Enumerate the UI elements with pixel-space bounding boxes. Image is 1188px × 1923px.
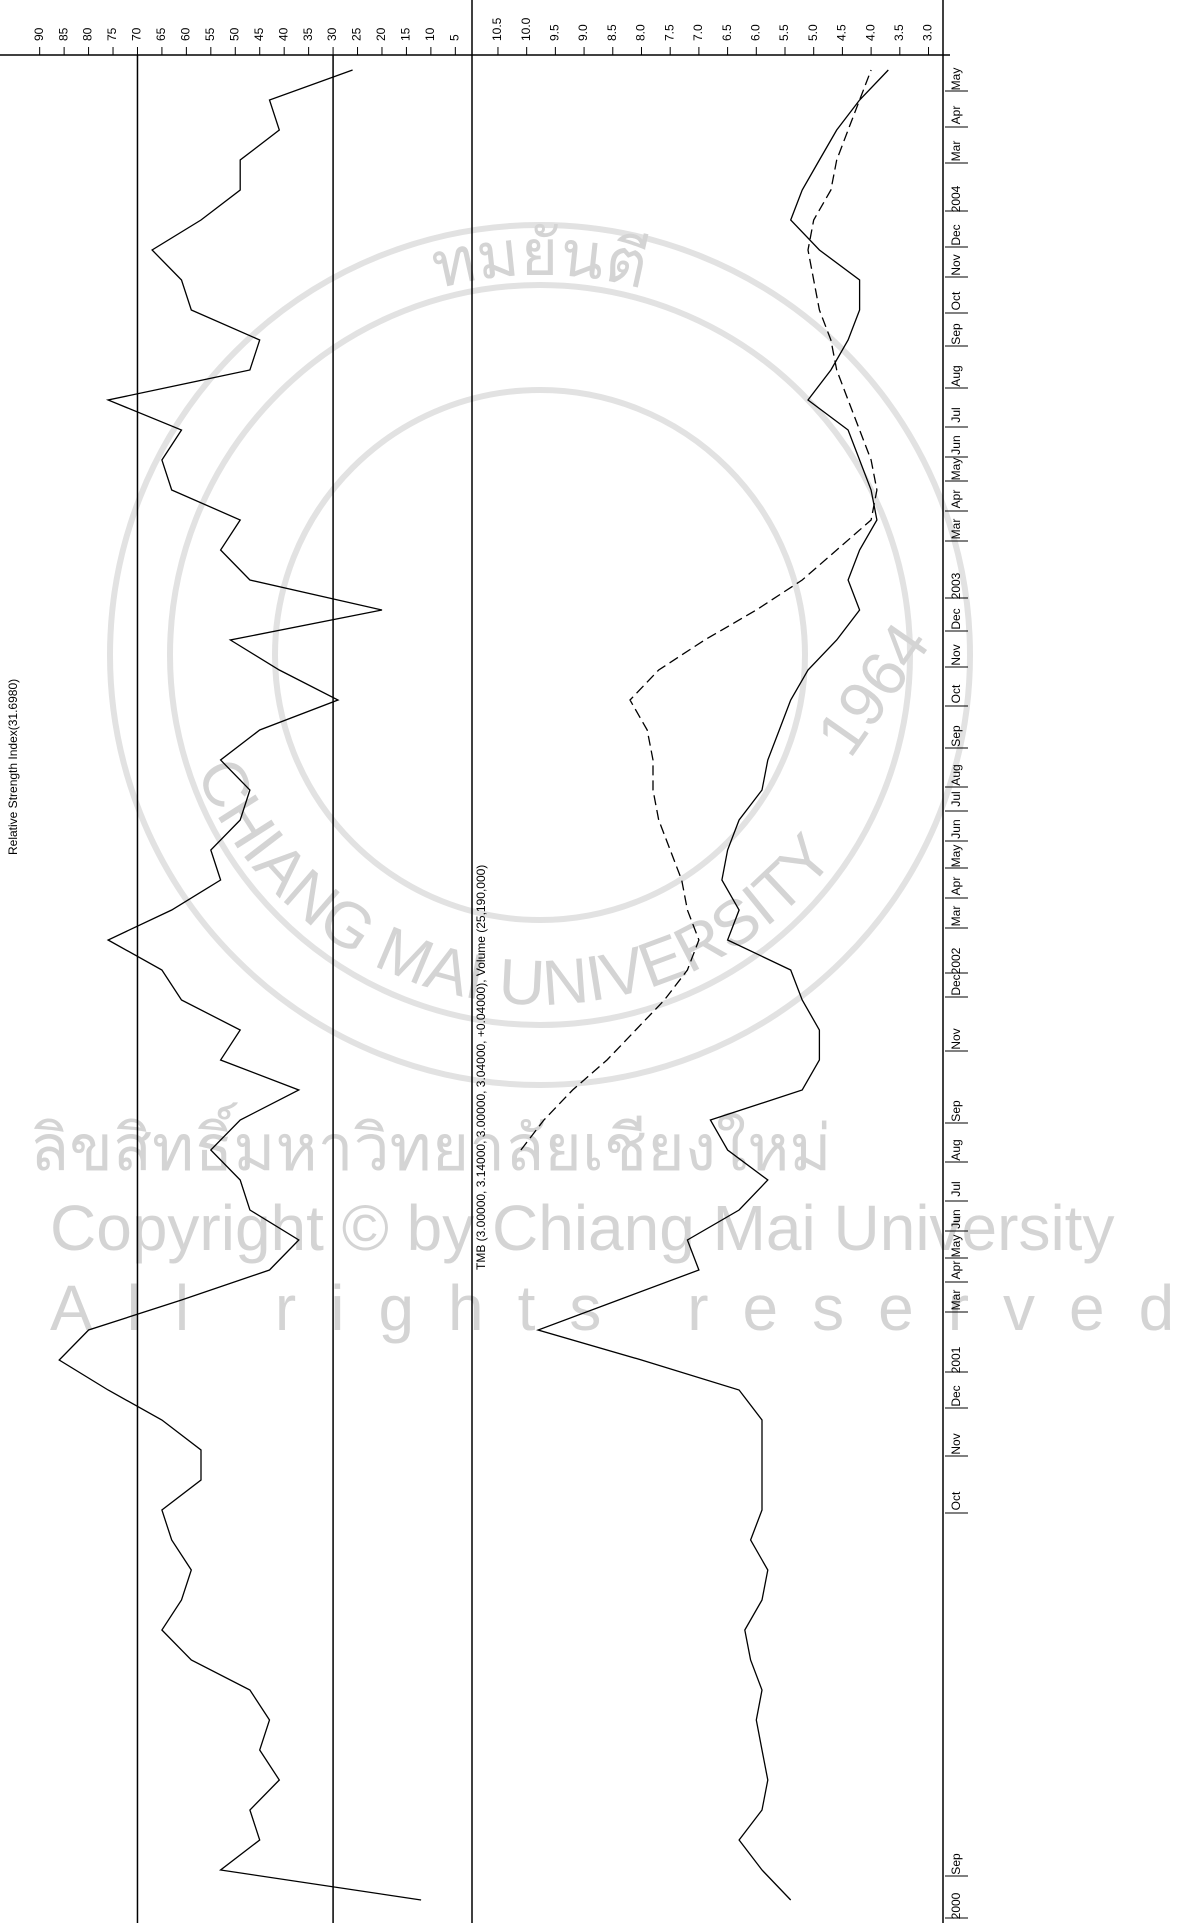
- x-tick-label: Jun: [949, 819, 963, 838]
- y-tick-label: 35: [301, 27, 315, 41]
- x-tick-label: Nov: [949, 1433, 963, 1454]
- y-tick-label: 75: [105, 27, 119, 41]
- x-tick-label: Dec: [949, 974, 963, 995]
- x-tick-label: Nov: [949, 1028, 963, 1049]
- seal-bottom-text: CHIANG MAI UNIVERSITY: [183, 747, 846, 1019]
- x-tick-label: 2004: [949, 185, 963, 212]
- data-line: [520, 69, 878, 1151]
- y-tick-label: 3.0: [921, 24, 935, 41]
- watermark-rights: All rights reserved: [50, 1272, 1188, 1344]
- y-tick-label: 5: [448, 34, 462, 41]
- x-tick-label: Dec: [949, 608, 963, 629]
- y-tick-label: 4.5: [835, 24, 849, 41]
- y-tick-label: 25: [350, 27, 364, 41]
- y-tick-label: 5.5: [777, 24, 791, 41]
- x-tick-label: May: [949, 68, 963, 91]
- x-tick-label: Nov: [949, 254, 963, 275]
- chart-title: TMB (3.00000, 3.14000, 3.00000, 3.04000,…: [474, 865, 488, 1270]
- x-tick-label: 2000: [949, 1892, 963, 1919]
- x-tick-label: Apr: [949, 1261, 963, 1280]
- x-tick-label: 2002: [949, 947, 963, 974]
- x-tick-label: Nov: [949, 644, 963, 665]
- x-tick-label: Mar: [949, 906, 963, 927]
- y-tick-label: 10.5: [490, 17, 504, 41]
- x-tick-label: Sep: [949, 323, 963, 345]
- y-tick-label: 8.0: [634, 24, 648, 41]
- y-tick-label: 60: [179, 27, 193, 41]
- y-tick-label: 6.5: [720, 24, 734, 41]
- x-tick-label: May: [949, 458, 963, 481]
- seal-arc: [160, 275, 920, 655]
- x-tick-label: Mar: [949, 519, 963, 540]
- y-tick-label: 80: [81, 27, 95, 41]
- x-tick-label: Oct: [949, 291, 963, 310]
- y-tick-label: 8.5: [605, 24, 619, 41]
- y-tick-label: 10.0: [519, 17, 533, 41]
- y-tick-label: 30: [325, 27, 339, 41]
- seal-text: ทมยันตี: [425, 217, 655, 302]
- y-tick-label: 7.0: [691, 24, 705, 41]
- seal-text: CHIANG MAI UNIVERSITY: [183, 747, 846, 1019]
- x-tick-label: 2003: [949, 572, 963, 599]
- x-tick-label: May: [949, 845, 963, 868]
- x-tick-label: Apr: [949, 877, 963, 896]
- x-tick-label: Jul: [949, 791, 963, 806]
- y-tick-label: 40: [276, 27, 290, 41]
- y-tick-label: 85: [56, 27, 70, 41]
- x-tick-label: Sep: [949, 1853, 963, 1875]
- seal-year: 1964: [802, 610, 943, 768]
- y-tick-label: 3.5: [892, 24, 906, 41]
- watermark-thai: ลิขสิทธิ์มหาวิทยาลัยเชียงใหม่: [30, 1102, 832, 1184]
- x-tick-label: Dec: [949, 1385, 963, 1406]
- x-tick-label: Jun: [949, 435, 963, 454]
- x-tick-label: Aug: [949, 764, 963, 785]
- y-tick-label: 90: [32, 27, 46, 41]
- data-line: [58, 69, 422, 1901]
- x-tick-label: Mar: [949, 1290, 963, 1311]
- watermark: [107, 222, 973, 1088]
- chart-title: Relative Strength Index(31.6980): [6, 679, 20, 855]
- x-tick-label: Oct: [949, 1491, 963, 1510]
- x-tick-label: Jun: [949, 1209, 963, 1228]
- x-tick-label: Aug: [949, 365, 963, 386]
- y-tick-label: 65: [154, 27, 168, 41]
- y-tick-label: 15: [399, 27, 413, 41]
- x-tick-label: Sep: [949, 1100, 963, 1122]
- y-tick-label: 9.0: [576, 24, 590, 41]
- x-tick-label: Dec: [949, 224, 963, 245]
- x-tick-label: Oct: [949, 684, 963, 703]
- x-tick-label: Apr: [949, 106, 963, 125]
- seal-ring: [167, 282, 913, 1028]
- seal-top-text: ทมยันตี: [425, 217, 655, 302]
- watermark-copyright: Copyright © by Chiang Mai University: [50, 1192, 1114, 1264]
- seal-ring: [107, 222, 973, 1088]
- y-tick-label: 55: [203, 27, 217, 41]
- y-tick-label: 4.0: [863, 24, 877, 41]
- seal-ring: [272, 387, 808, 923]
- data-line: [536, 69, 889, 1901]
- y-tick-label: 20: [374, 27, 388, 41]
- y-tick-label: 45: [252, 27, 266, 41]
- y-tick-label: 5.0: [806, 24, 820, 41]
- y-tick-label: 9.5: [548, 24, 562, 41]
- y-tick-label: 10: [423, 27, 437, 41]
- y-tick-label: 6.0: [748, 24, 762, 41]
- x-tick-label: Jul: [949, 407, 963, 422]
- y-tick-label: 50: [227, 27, 241, 41]
- y-tick-label: 70: [130, 27, 144, 41]
- x-tick-label: May: [949, 1235, 963, 1258]
- x-tick-label: 2001: [949, 1346, 963, 1373]
- x-tick-label: Mar: [949, 141, 963, 162]
- y-tick-label: 7.5: [662, 24, 676, 41]
- rotated-plot: Relative Strength Index(31.6980) 5 10 15 20 2…: [0, 0, 968, 1923]
- x-tick-label: Jul: [949, 1181, 963, 1196]
- x-tick-label: Apr: [949, 490, 963, 509]
- x-tick-label: Sep: [949, 725, 963, 747]
- x-tick-label: Aug: [949, 1139, 963, 1160]
